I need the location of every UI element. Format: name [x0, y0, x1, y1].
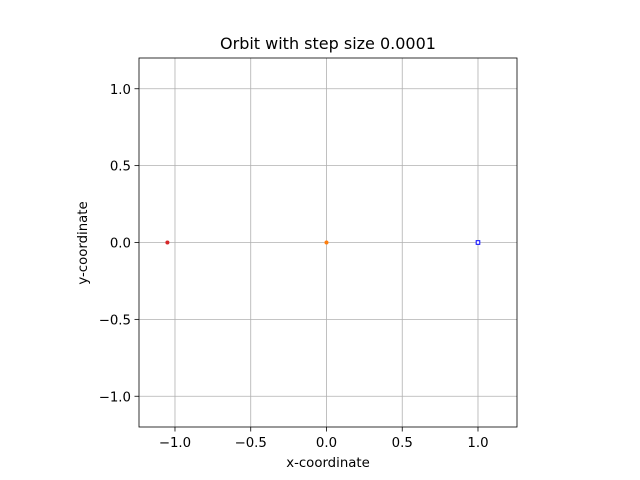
data-point-2 [475, 240, 481, 245]
y-tick-label: 0.5 [110, 160, 131, 175]
data-point-1 [324, 240, 329, 245]
x-tick-label: 1.0 [467, 436, 488, 451]
x-tick-label: −1.0 [159, 436, 191, 451]
y-tick-label: −0.5 [99, 313, 131, 328]
axis-ticks: −1.0 −0.5 0.0 0.5 1.0 −1.0 −0.5 0.0 0.5 1.0 [99, 83, 489, 451]
x-tick-label: 0.0 [316, 436, 337, 451]
data-points [165, 240, 481, 245]
x-tick-label: −0.5 [235, 436, 267, 451]
y-tick-label: 1.0 [110, 83, 131, 98]
y-axis-label: y-coordinate [76, 201, 91, 284]
x-tick-label: 0.5 [392, 436, 413, 451]
x-axis-label: x-coordinate [286, 456, 370, 471]
chart-title: Orbit with step size 0.0001 [220, 34, 436, 53]
data-point-0 [165, 240, 170, 245]
y-tick-label: −1.0 [99, 390, 131, 405]
y-tick-label: 0.0 [110, 237, 131, 252]
